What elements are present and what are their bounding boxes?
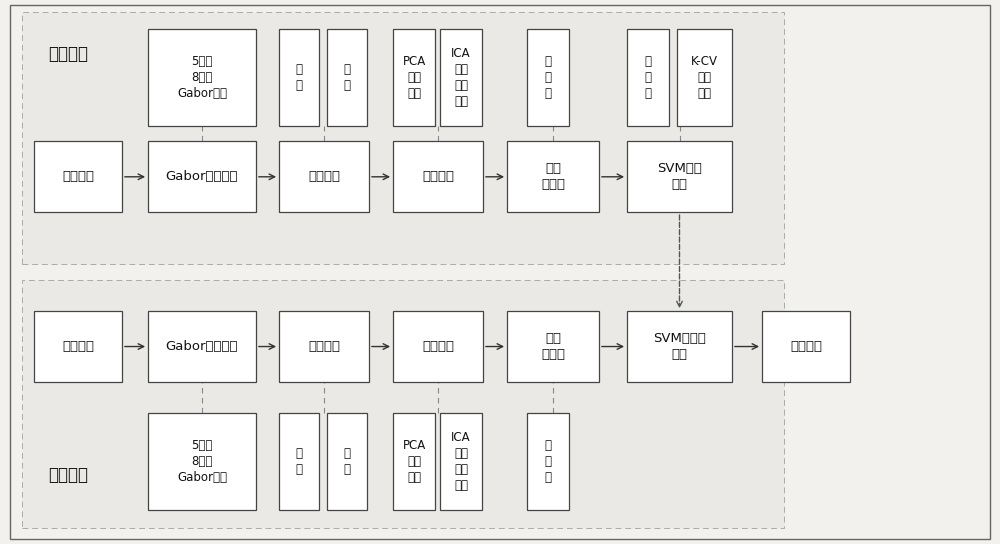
- Bar: [627, 311, 732, 382]
- Bar: [507, 311, 599, 382]
- Text: 数据
预处理: 数据 预处理: [541, 332, 565, 361]
- Text: 均
值: 均 值: [296, 447, 303, 476]
- Bar: [677, 29, 732, 126]
- Text: 特征降维: 特征降维: [422, 170, 454, 183]
- Text: 在线检测: 在线检测: [48, 466, 88, 484]
- Text: 5尺度
8方向
Gabor小波: 5尺度 8方向 Gabor小波: [177, 439, 227, 484]
- Bar: [527, 29, 569, 126]
- Text: SVM分类器
预测: SVM分类器 预测: [653, 332, 706, 361]
- Text: 均
值: 均 值: [296, 63, 303, 92]
- Bar: [393, 141, 483, 212]
- Bar: [327, 413, 367, 510]
- Bar: [148, 141, 256, 212]
- Bar: [507, 141, 599, 212]
- Bar: [148, 29, 256, 126]
- Text: 网
格
法: 网 格 法: [644, 55, 652, 100]
- Text: 分类结果: 分类结果: [790, 340, 822, 353]
- Bar: [279, 141, 369, 212]
- Bar: [393, 311, 483, 382]
- Bar: [34, 311, 122, 382]
- Text: 离线训练: 离线训练: [48, 45, 88, 64]
- Bar: [22, 12, 784, 264]
- Text: K-CV
交叉
验证: K-CV 交叉 验证: [691, 55, 718, 100]
- Bar: [279, 29, 319, 126]
- Text: ICA
独立
成分
分析: ICA 独立 成分 分析: [451, 47, 471, 108]
- Text: PCA
主成
分析: PCA 主成 分析: [402, 439, 426, 484]
- Bar: [22, 280, 784, 528]
- Text: Gabor小波变换: Gabor小波变换: [166, 340, 238, 353]
- Text: Gabor小波变换: Gabor小波变换: [166, 170, 238, 183]
- Text: 方
差: 方 差: [344, 447, 351, 476]
- Bar: [327, 29, 367, 126]
- Bar: [440, 413, 482, 510]
- Bar: [393, 29, 435, 126]
- Text: 训练样本: 训练样本: [62, 170, 94, 183]
- Text: PCA
主成
分析: PCA 主成 分析: [402, 55, 426, 100]
- Text: 待检样本: 待检样本: [62, 340, 94, 353]
- Bar: [148, 413, 256, 510]
- Bar: [279, 311, 369, 382]
- Bar: [627, 29, 669, 126]
- Text: 提取特征: 提取特征: [308, 170, 340, 183]
- Bar: [393, 413, 435, 510]
- Bar: [527, 413, 569, 510]
- Text: ICA
独立
成分
分析: ICA 独立 成分 分析: [451, 431, 471, 492]
- Text: 方
差: 方 差: [344, 63, 351, 92]
- Text: SVM模型
建立: SVM模型 建立: [657, 162, 702, 191]
- Bar: [279, 413, 319, 510]
- Text: 数据
预处理: 数据 预处理: [541, 162, 565, 191]
- Bar: [440, 29, 482, 126]
- Text: 提取特征: 提取特征: [308, 340, 340, 353]
- Bar: [627, 141, 732, 212]
- Bar: [148, 311, 256, 382]
- Bar: [762, 311, 850, 382]
- Bar: [34, 141, 122, 212]
- Text: 特征降维: 特征降维: [422, 340, 454, 353]
- Text: 5尺度
8方向
Gabor小波: 5尺度 8方向 Gabor小波: [177, 55, 227, 100]
- Text: 归
一
化: 归 一 化: [544, 439, 552, 484]
- Text: 归
一
化: 归 一 化: [544, 55, 552, 100]
